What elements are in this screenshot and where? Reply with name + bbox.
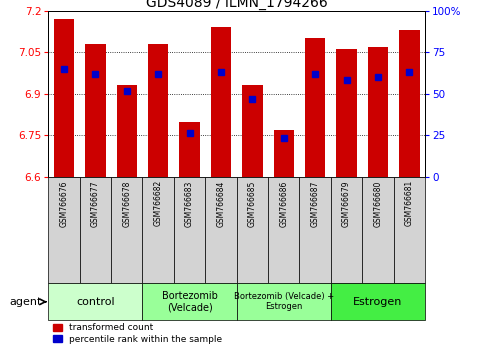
Bar [80,177,111,283]
Text: GSM766686: GSM766686 [279,180,288,227]
Bar [174,177,205,283]
Bar [179,121,200,177]
Text: GSM766680: GSM766680 [373,180,383,227]
Bar [336,50,357,177]
Bar [116,86,137,177]
Bar [237,177,268,283]
Bar [268,177,299,283]
Bar [242,86,263,177]
Bar [237,283,331,320]
Bar [48,283,142,320]
Bar [331,177,362,283]
Text: GSM766679: GSM766679 [342,180,351,227]
Text: GSM766685: GSM766685 [248,180,257,227]
Bar [148,44,169,177]
Legend: transformed count, percentile rank within the sample: transformed count, percentile rank withi… [53,323,222,344]
Text: Estrogen: Estrogen [353,297,403,307]
Text: GSM766676: GSM766676 [59,180,69,227]
Bar [394,177,425,283]
Bar [399,30,420,177]
Text: Bortezomib
(Velcade): Bortezomib (Velcade) [162,291,217,313]
Text: control: control [76,297,114,307]
Bar [111,177,142,283]
Bar [368,47,388,177]
Bar [142,177,174,283]
Bar [331,283,425,320]
Text: GSM766681: GSM766681 [405,180,414,227]
Text: GSM766687: GSM766687 [311,180,320,227]
Bar [54,19,74,177]
Bar [205,177,237,283]
Title: GDS4089 / ILMN_1794266: GDS4089 / ILMN_1794266 [146,0,327,10]
Text: GSM766682: GSM766682 [154,180,163,227]
Bar [211,27,231,177]
Bar [299,177,331,283]
Text: GSM766684: GSM766684 [216,180,226,227]
Text: GSM766683: GSM766683 [185,180,194,227]
Bar [48,177,80,283]
Text: Bortezomib (Velcade) +
Estrogen: Bortezomib (Velcade) + Estrogen [234,292,334,312]
Bar [85,44,106,177]
Text: GSM766678: GSM766678 [122,180,131,227]
Bar [273,130,294,177]
Bar [142,283,237,320]
Text: agent: agent [10,297,42,307]
Text: GSM766677: GSM766677 [91,180,100,227]
Bar [362,177,394,283]
Bar [305,38,326,177]
